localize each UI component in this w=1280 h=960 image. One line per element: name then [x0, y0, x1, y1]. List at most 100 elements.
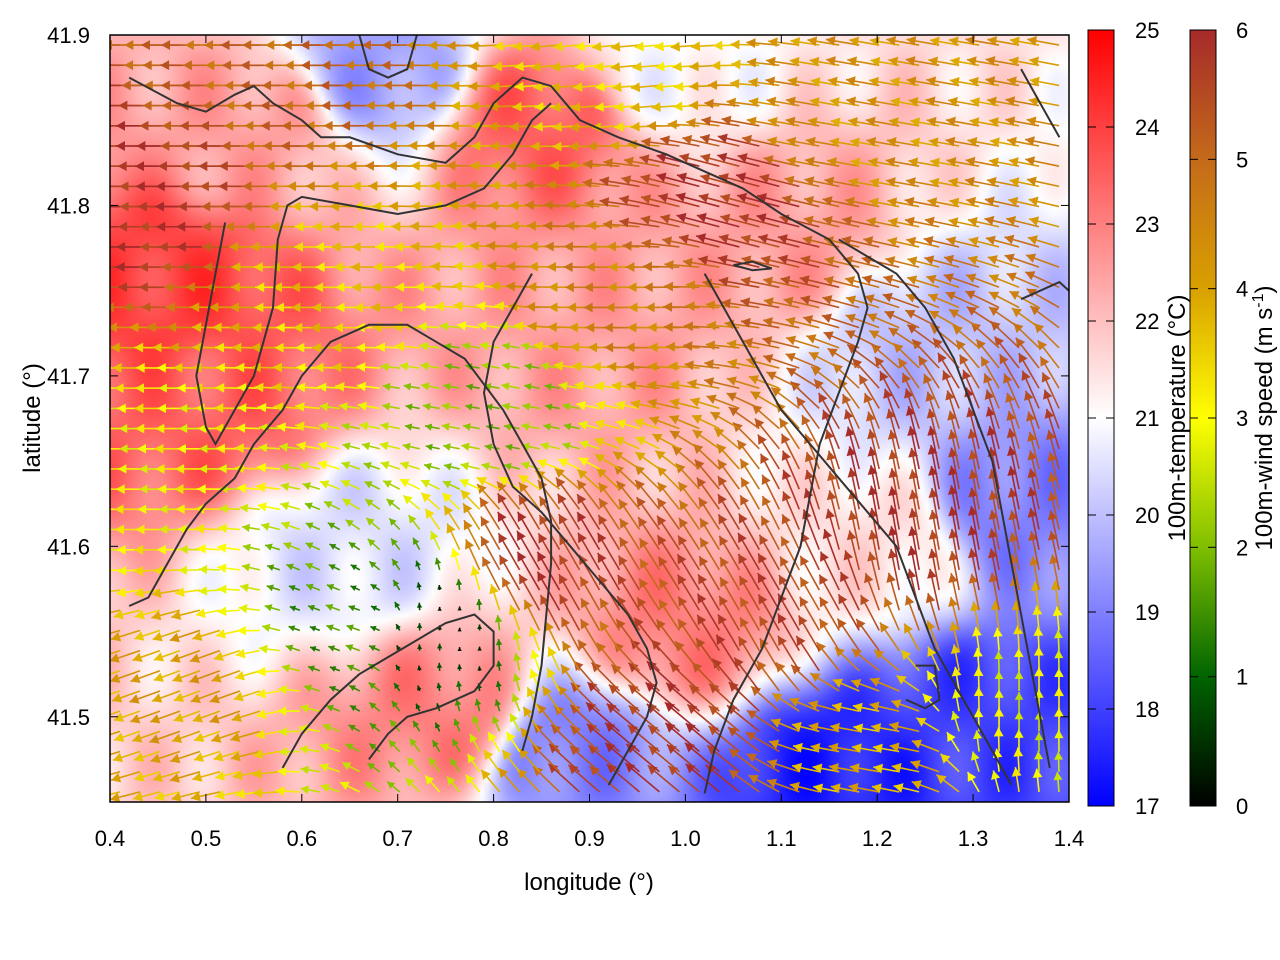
wind-arrow: [1006, 272, 1040, 289]
wind-arrow: [501, 749, 521, 773]
wind-arrow: [382, 480, 401, 490]
wind-arrow: [536, 459, 560, 470]
wind-arrow: [699, 517, 721, 551]
wind-arrow: [991, 770, 1001, 793]
wind-arrow: [619, 195, 660, 208]
wind-arrow: [367, 538, 381, 551]
wind-arrow: [891, 699, 920, 712]
wind-arrow: [1032, 605, 1043, 631]
wind-arrow: [951, 666, 962, 692]
wind-arrow: [302, 482, 321, 491]
wind-arrow: [300, 765, 320, 775]
wind-arrow: [799, 275, 840, 289]
wind-arrow: [904, 216, 940, 228]
wind-arrow: [778, 254, 820, 268]
wind-arrow: [151, 609, 181, 621]
wind-arrow: [852, 702, 880, 713]
wind-arrow: [195, 608, 221, 619]
wind-arrow: [777, 234, 820, 248]
wind-arrow: [508, 604, 521, 631]
wind-arrow: [826, 490, 841, 530]
wind-arrow: [483, 749, 501, 773]
wind-arrow: [675, 462, 700, 490]
wind-arrow: [761, 474, 781, 510]
wind-arrow: [842, 393, 860, 429]
wind-arrow: [1027, 450, 1040, 490]
x-tick-label: 0.7: [382, 826, 413, 851]
wind-arrow: [637, 516, 661, 551]
wind-arrow: [704, 359, 740, 370]
wind-arrow: [818, 618, 840, 652]
wind-arrow: [864, 294, 900, 309]
wind-arrow: [988, 117, 1020, 127]
x-tick-label: 1.0: [670, 826, 701, 851]
wind-arrow: [110, 649, 121, 655]
wind-arrow: [682, 257, 720, 268]
wind-arrow: [813, 783, 840, 794]
wind-arrow: [718, 595, 741, 631]
wind-arrow: [577, 639, 601, 672]
wind-arrow: [777, 635, 800, 672]
wind-arrow: [639, 558, 661, 591]
wind-arrow: [923, 235, 960, 248]
wind-arrow: [505, 443, 520, 451]
wind-arrow: [887, 429, 900, 470]
wind-arrow: [110, 629, 141, 642]
wind-arrow: [819, 551, 840, 591]
wind-arrow: [280, 501, 301, 511]
wind-arrow: [925, 96, 960, 107]
wind-arrow: [476, 483, 501, 510]
wind-arrow: [658, 598, 681, 631]
wind-arrow: [887, 197, 920, 208]
wind-arrow: [305, 542, 321, 551]
wind-arrow: [846, 530, 860, 571]
wind-arrow: [834, 646, 860, 672]
wind-arrow: [695, 637, 721, 672]
wind-arrow: [948, 447, 960, 490]
wind-arrow: [264, 543, 281, 551]
temperature-colorbar-tick-label: 25: [1135, 18, 1159, 43]
wind-arrow: [368, 701, 381, 712]
wind-arrow: [1007, 487, 1020, 530]
wind-arrow: [576, 511, 601, 551]
wind-arrow: [973, 686, 984, 712]
wind-arrow: [698, 497, 721, 530]
wind-arrow: [830, 783, 860, 794]
wind-arrow: [929, 36, 960, 47]
wind-arrow: [1021, 370, 1040, 409]
wind-arrow: [893, 783, 920, 793]
x-axis-ticks: 0.4 0.5 0.6 0.7 0.8 0.9 1.0 1.1 1.2 1.3 1.4: [95, 35, 1084, 851]
wind-arrow: [149, 710, 181, 724]
wind-arrow: [415, 703, 421, 712]
wind-arrow: [795, 396, 820, 430]
wind-arrow: [356, 381, 380, 392]
wind-arrow: [863, 236, 900, 248]
wind-arrow: [480, 516, 501, 551]
wind-arrow: [217, 584, 240, 595]
wind-arrow: [242, 543, 261, 552]
wind-arrow: [716, 443, 740, 470]
wind-arrow: [171, 791, 201, 802]
wind-arrow: [993, 627, 1003, 651]
wind-arrow: [948, 217, 980, 228]
wind-arrow: [485, 403, 500, 411]
wind-arrow: [529, 626, 541, 651]
wind-arrow: [110, 407, 120, 410]
wind-arrow: [1054, 649, 1064, 671]
wind-arrow: [804, 451, 821, 490]
wind-arrow: [465, 774, 481, 793]
wind-arrow: [110, 730, 121, 736]
wind-arrow: [597, 552, 621, 591]
wind-arrow: [783, 296, 820, 309]
wind-arrow: [1028, 216, 1060, 228]
wind-arrow: [706, 394, 740, 410]
wind-arrow: [827, 157, 860, 167]
y-axis-ticks: 41.5 41.6 41.7 41.8 41.9: [47, 23, 1069, 730]
temperature-colorbar-tick-label: 21: [1135, 406, 1159, 431]
wind-arrow: [784, 175, 820, 188]
x-tick-label: 0.4: [95, 826, 126, 851]
wind-arrow: [214, 790, 241, 800]
wind-arrow: [896, 674, 920, 692]
wind-arrow: [676, 553, 701, 591]
wind-arrow: [557, 685, 581, 712]
